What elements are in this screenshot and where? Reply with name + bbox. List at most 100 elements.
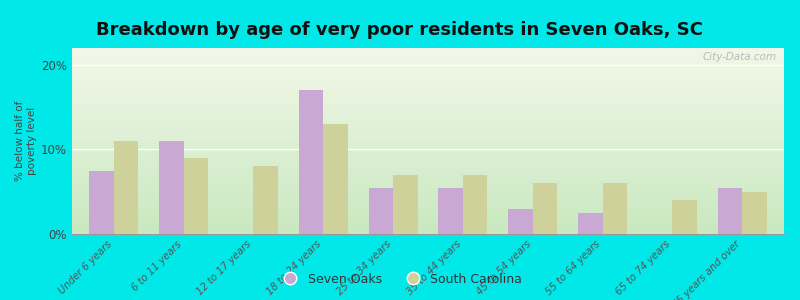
- Bar: [72, 72, 784, 73]
- Bar: [72, 208, 784, 209]
- Bar: [72, 161, 784, 162]
- Bar: [72, 183, 784, 184]
- Bar: [72, 49, 784, 50]
- Bar: [72, 64, 784, 65]
- Bar: [369, 188, 393, 234]
- Bar: [72, 94, 784, 95]
- Bar: [72, 122, 784, 124]
- Bar: [463, 175, 487, 234]
- Bar: [438, 188, 463, 234]
- Bar: [72, 65, 784, 67]
- Bar: [72, 222, 784, 223]
- Bar: [72, 89, 784, 90]
- Bar: [72, 145, 784, 146]
- Bar: [72, 197, 784, 198]
- Bar: [72, 193, 784, 194]
- Bar: [72, 153, 784, 154]
- Bar: [578, 213, 602, 234]
- Bar: [72, 198, 784, 199]
- Bar: [72, 167, 784, 168]
- Bar: [72, 85, 784, 86]
- Bar: [72, 213, 784, 214]
- Bar: [72, 100, 784, 101]
- Bar: [72, 179, 784, 181]
- Bar: [72, 95, 784, 96]
- Bar: [72, 182, 784, 183]
- Bar: [72, 228, 784, 229]
- Bar: [90, 171, 114, 234]
- Bar: [72, 218, 784, 219]
- Bar: [72, 103, 784, 104]
- Bar: [72, 192, 784, 193]
- Bar: [72, 105, 784, 106]
- Bar: [72, 88, 784, 89]
- Bar: [72, 106, 784, 107]
- Bar: [72, 229, 784, 230]
- Bar: [72, 209, 784, 210]
- Bar: [72, 224, 784, 225]
- Bar: [72, 142, 784, 143]
- Bar: [72, 69, 784, 70]
- Bar: [72, 151, 784, 152]
- Bar: [72, 187, 784, 188]
- Bar: [72, 137, 784, 139]
- Bar: [72, 75, 784, 76]
- Bar: [159, 141, 184, 234]
- Bar: [72, 141, 784, 142]
- Bar: [72, 163, 784, 165]
- Bar: [72, 93, 784, 94]
- Text: City-Data.com: City-Data.com: [702, 52, 777, 62]
- Bar: [72, 50, 784, 52]
- Bar: [72, 156, 784, 157]
- Bar: [72, 131, 784, 132]
- Bar: [72, 196, 784, 197]
- Bar: [72, 226, 784, 228]
- Bar: [72, 152, 784, 153]
- Bar: [72, 188, 784, 189]
- Bar: [72, 172, 784, 173]
- Bar: [72, 171, 784, 172]
- Bar: [72, 212, 784, 213]
- Bar: [254, 167, 278, 234]
- Bar: [72, 54, 784, 56]
- Bar: [72, 219, 784, 220]
- Bar: [508, 208, 533, 234]
- Bar: [72, 129, 784, 130]
- Bar: [718, 188, 742, 234]
- Bar: [72, 125, 784, 126]
- Bar: [72, 162, 784, 163]
- Bar: [72, 181, 784, 182]
- Bar: [72, 99, 784, 100]
- Bar: [72, 136, 784, 137]
- Bar: [72, 53, 784, 54]
- Bar: [72, 117, 784, 119]
- Bar: [72, 210, 784, 212]
- Bar: [72, 189, 784, 190]
- Bar: [72, 115, 784, 116]
- Bar: [72, 61, 784, 63]
- Bar: [72, 169, 784, 171]
- Bar: [72, 110, 784, 111]
- Bar: [72, 104, 784, 105]
- Bar: [72, 124, 784, 125]
- Bar: [72, 98, 784, 99]
- Bar: [72, 233, 784, 234]
- Bar: [72, 186, 784, 187]
- Bar: [72, 232, 784, 233]
- Bar: [72, 143, 784, 145]
- Bar: [72, 114, 784, 115]
- Bar: [72, 79, 784, 80]
- Bar: [72, 225, 784, 226]
- Bar: [72, 215, 784, 217]
- Bar: [72, 140, 784, 141]
- Bar: [72, 59, 784, 60]
- Bar: [672, 200, 697, 234]
- Bar: [72, 199, 784, 200]
- Bar: [72, 84, 784, 85]
- Bar: [72, 60, 784, 62]
- Bar: [323, 124, 348, 234]
- Bar: [72, 206, 784, 207]
- Bar: [72, 166, 784, 167]
- Bar: [184, 158, 208, 234]
- Bar: [72, 176, 784, 177]
